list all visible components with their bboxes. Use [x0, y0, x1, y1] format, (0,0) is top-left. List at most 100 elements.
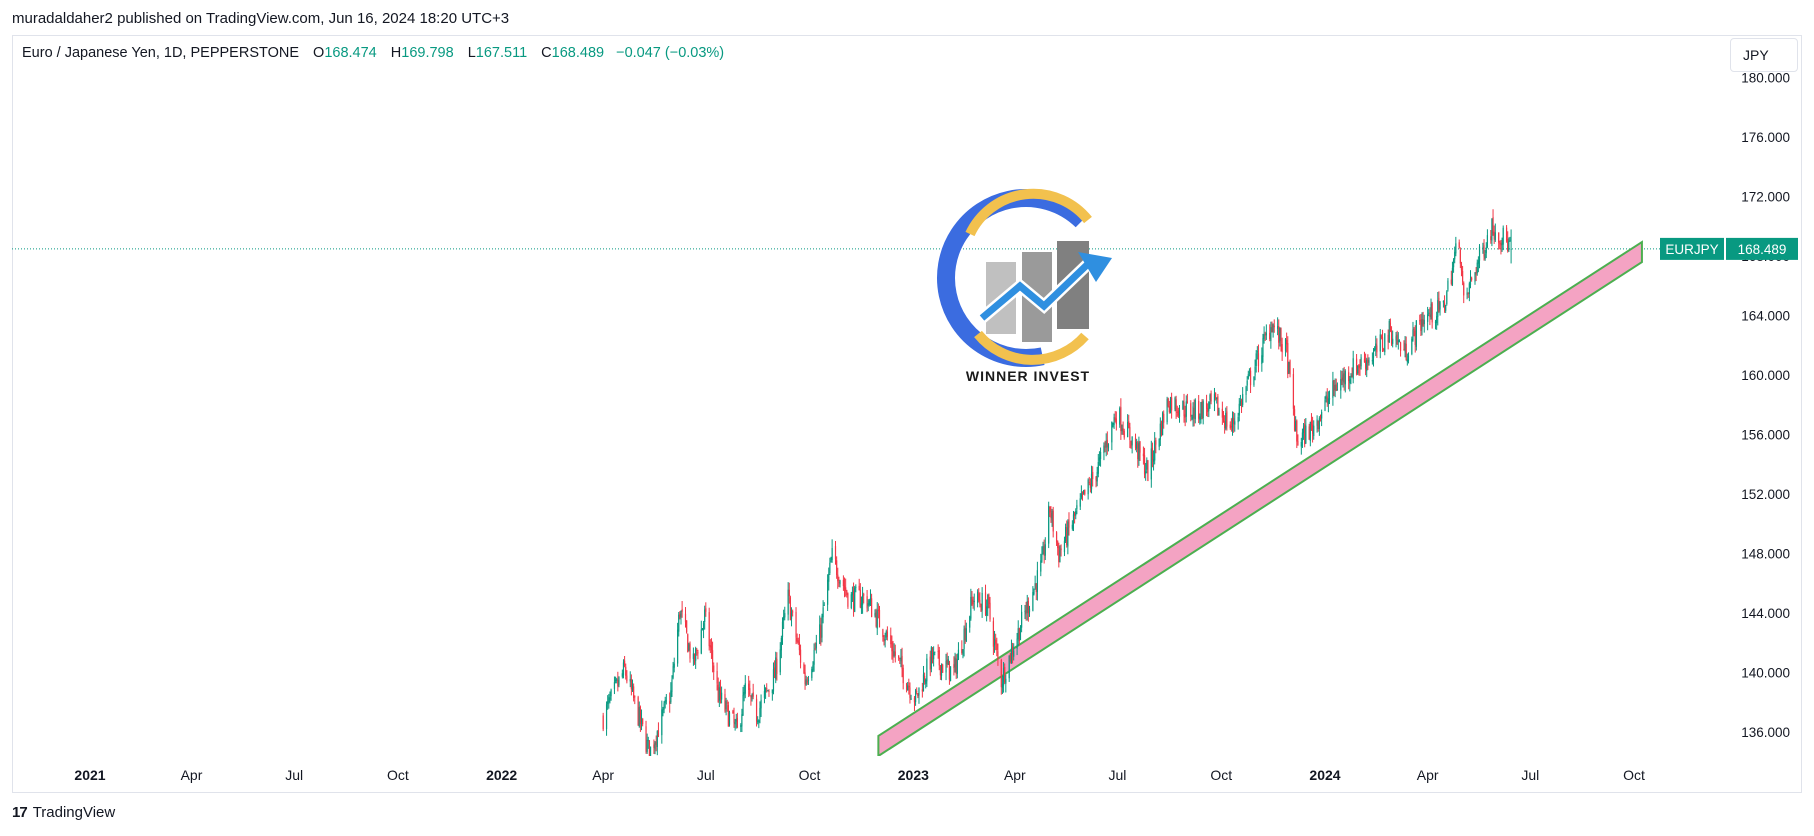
candle-body	[1066, 527, 1068, 546]
candle-body	[1355, 358, 1358, 375]
candle-body	[807, 679, 810, 681]
candle-body	[617, 680, 619, 687]
candle-body	[749, 688, 751, 695]
candle-body	[1163, 413, 1165, 423]
price-tick-label: 180.000	[1741, 71, 1790, 86]
candle-body	[780, 637, 782, 651]
candle-body	[979, 599, 981, 605]
candle-body	[940, 664, 943, 676]
candle-body	[1371, 360, 1373, 362]
candle-body	[1121, 429, 1123, 432]
candle-body	[814, 648, 816, 650]
candle-body	[948, 661, 951, 680]
candle-body	[1072, 514, 1075, 525]
candle-body	[1233, 418, 1235, 425]
candle-body	[962, 649, 964, 655]
candle-body	[1263, 334, 1265, 339]
candle-body	[1145, 471, 1147, 474]
candle-body	[783, 616, 785, 621]
candle-body	[1182, 400, 1184, 410]
candle-body	[1178, 410, 1181, 417]
candle-body	[1087, 479, 1089, 495]
time-tick-label: 2023	[898, 767, 929, 783]
currency-button[interactable]: JPY	[1730, 38, 1798, 72]
candle-body	[813, 650, 815, 665]
candle-body	[1024, 611, 1026, 613]
candle-body	[633, 686, 635, 698]
candle-body	[1216, 397, 1218, 400]
candle-body	[797, 640, 799, 643]
candle-body	[742, 695, 744, 716]
candle-body	[891, 642, 893, 652]
candle-body	[702, 623, 705, 630]
candle-body	[843, 585, 846, 589]
time-tick-label: 2021	[74, 767, 105, 783]
candle-body	[995, 639, 997, 644]
candle-body	[900, 657, 902, 662]
candle-body	[910, 698, 912, 700]
candle-body	[1051, 511, 1053, 520]
candle-body	[971, 598, 973, 601]
candle-body	[752, 692, 754, 697]
footer[interactable]: 17 TradingView	[12, 804, 115, 821]
candle-body	[1471, 277, 1473, 280]
candle-body	[657, 730, 660, 737]
open-value: 168.474	[324, 45, 377, 61]
candle-body	[1011, 646, 1014, 655]
candle-body	[1042, 546, 1044, 555]
candle-body	[1423, 319, 1425, 325]
candle-body	[1183, 401, 1185, 416]
candle-body	[1090, 473, 1093, 490]
candle-body	[664, 699, 666, 703]
symbol-title[interactable]: Euro / Japanese Yen, 1D, PEPPERSTONE	[22, 45, 300, 61]
candle-body	[1446, 291, 1448, 305]
candle-body	[830, 560, 832, 563]
candle-body	[1334, 384, 1336, 391]
candle-body	[1486, 235, 1489, 247]
chart-pane[interactable]	[12, 35, 1802, 793]
candle-body	[625, 666, 627, 676]
candle-body	[1490, 236, 1492, 241]
candle-body	[1043, 546, 1045, 556]
candle-body	[741, 714, 743, 727]
candle-body	[929, 656, 931, 670]
candle-body	[922, 674, 925, 692]
candle-body	[1272, 324, 1274, 333]
candle-body	[1438, 297, 1440, 312]
candle-body	[1403, 348, 1405, 351]
candle-body	[1099, 451, 1102, 459]
candle-body	[1199, 416, 1201, 420]
candle-body	[728, 712, 731, 725]
candle-body	[1002, 668, 1005, 686]
time-axis: 2021 Apr Jul Oct 2022 Apr Jul Oct 2023 Apr Jul Oct 2…	[74, 767, 1645, 783]
candle-body	[1467, 292, 1469, 294]
candle-body	[1380, 336, 1382, 338]
candle-body	[1365, 360, 1367, 369]
candle-body	[743, 691, 745, 696]
candle-body	[1388, 320, 1390, 343]
last-price-tag-text: 168.489	[1738, 242, 1787, 257]
candle-body	[925, 679, 927, 684]
candle-body	[871, 598, 873, 618]
candle-body	[1224, 420, 1226, 429]
price-tick-label: 148.000	[1741, 547, 1790, 562]
candle-body	[711, 650, 714, 664]
candle-body	[618, 676, 620, 685]
price-tick-label: 176.000	[1741, 130, 1790, 145]
candle-body	[645, 726, 647, 752]
candle-body	[847, 593, 849, 607]
candle-body	[868, 600, 870, 605]
candle-body	[1105, 441, 1107, 448]
candle-body	[1389, 322, 1392, 331]
candle-body	[681, 609, 683, 612]
channel-band	[877, 240, 1643, 756]
candle-body	[1096, 471, 1098, 482]
logo-text: WINNER INVEST	[966, 368, 1090, 384]
candle-body	[629, 678, 631, 682]
candle-body	[980, 605, 982, 612]
time-tick-label: Oct	[1623, 767, 1645, 783]
candle-body	[671, 679, 673, 692]
candle-body	[725, 700, 727, 710]
candle-body	[670, 690, 672, 703]
candle-body	[1316, 419, 1318, 426]
